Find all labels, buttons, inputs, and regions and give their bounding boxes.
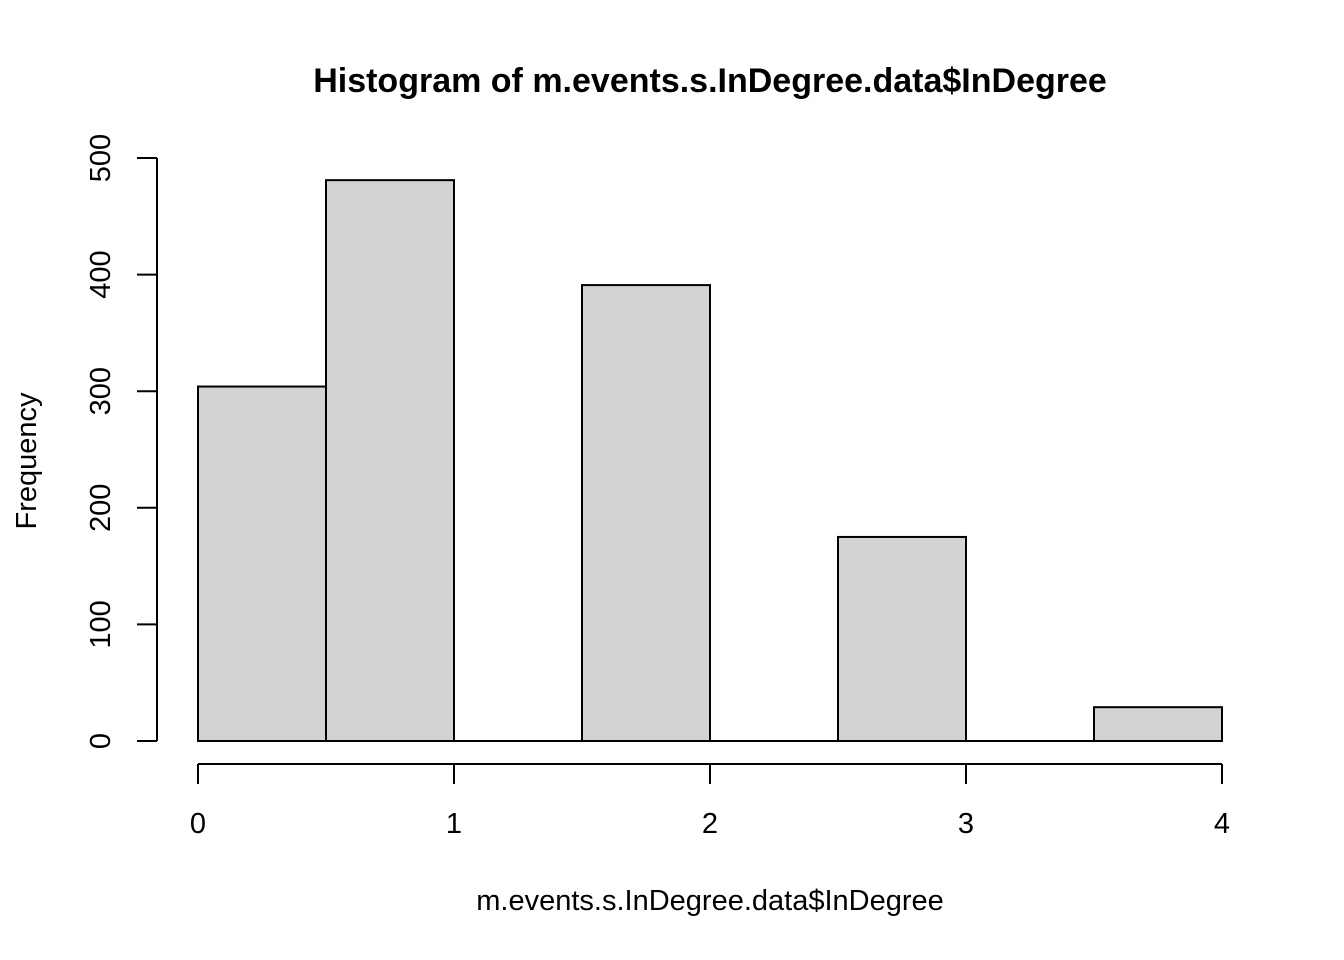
histogram-bar-7 <box>1093 706 1223 742</box>
y-tick-label-300: 300 <box>85 367 117 415</box>
histogram-bar-0 <box>197 385 327 742</box>
y-axis: 0 100 200 300 400 500 <box>85 134 158 749</box>
y-tick-label-200: 200 <box>85 484 117 532</box>
x-tick-label-0: 0 <box>190 808 206 840</box>
chart-title: Histogram of m.events.s.InDegree.data$In… <box>313 62 1107 100</box>
x-tick-label-3: 3 <box>958 808 974 840</box>
x-axis-label: m.events.s.InDegree.data$InDegree <box>476 885 944 917</box>
x-tick-label-1: 1 <box>446 808 462 840</box>
y-tick-label-400: 400 <box>85 250 117 298</box>
y-tick-label-500: 500 <box>85 134 117 182</box>
y-tick-label-100: 100 <box>85 600 117 648</box>
histogram-bar-3 <box>581 284 711 742</box>
histogram-bar-1 <box>325 179 455 743</box>
x-axis: 0 1 2 3 4 <box>190 763 1230 840</box>
x-tick-label-2: 2 <box>702 808 718 840</box>
histogram-bar-5 <box>837 535 967 743</box>
y-tick-label-0: 0 <box>85 733 117 749</box>
y-axis-label: Frequency <box>11 392 43 530</box>
bars-group <box>197 179 1223 743</box>
x-tick-label-4: 4 <box>1214 808 1230 840</box>
